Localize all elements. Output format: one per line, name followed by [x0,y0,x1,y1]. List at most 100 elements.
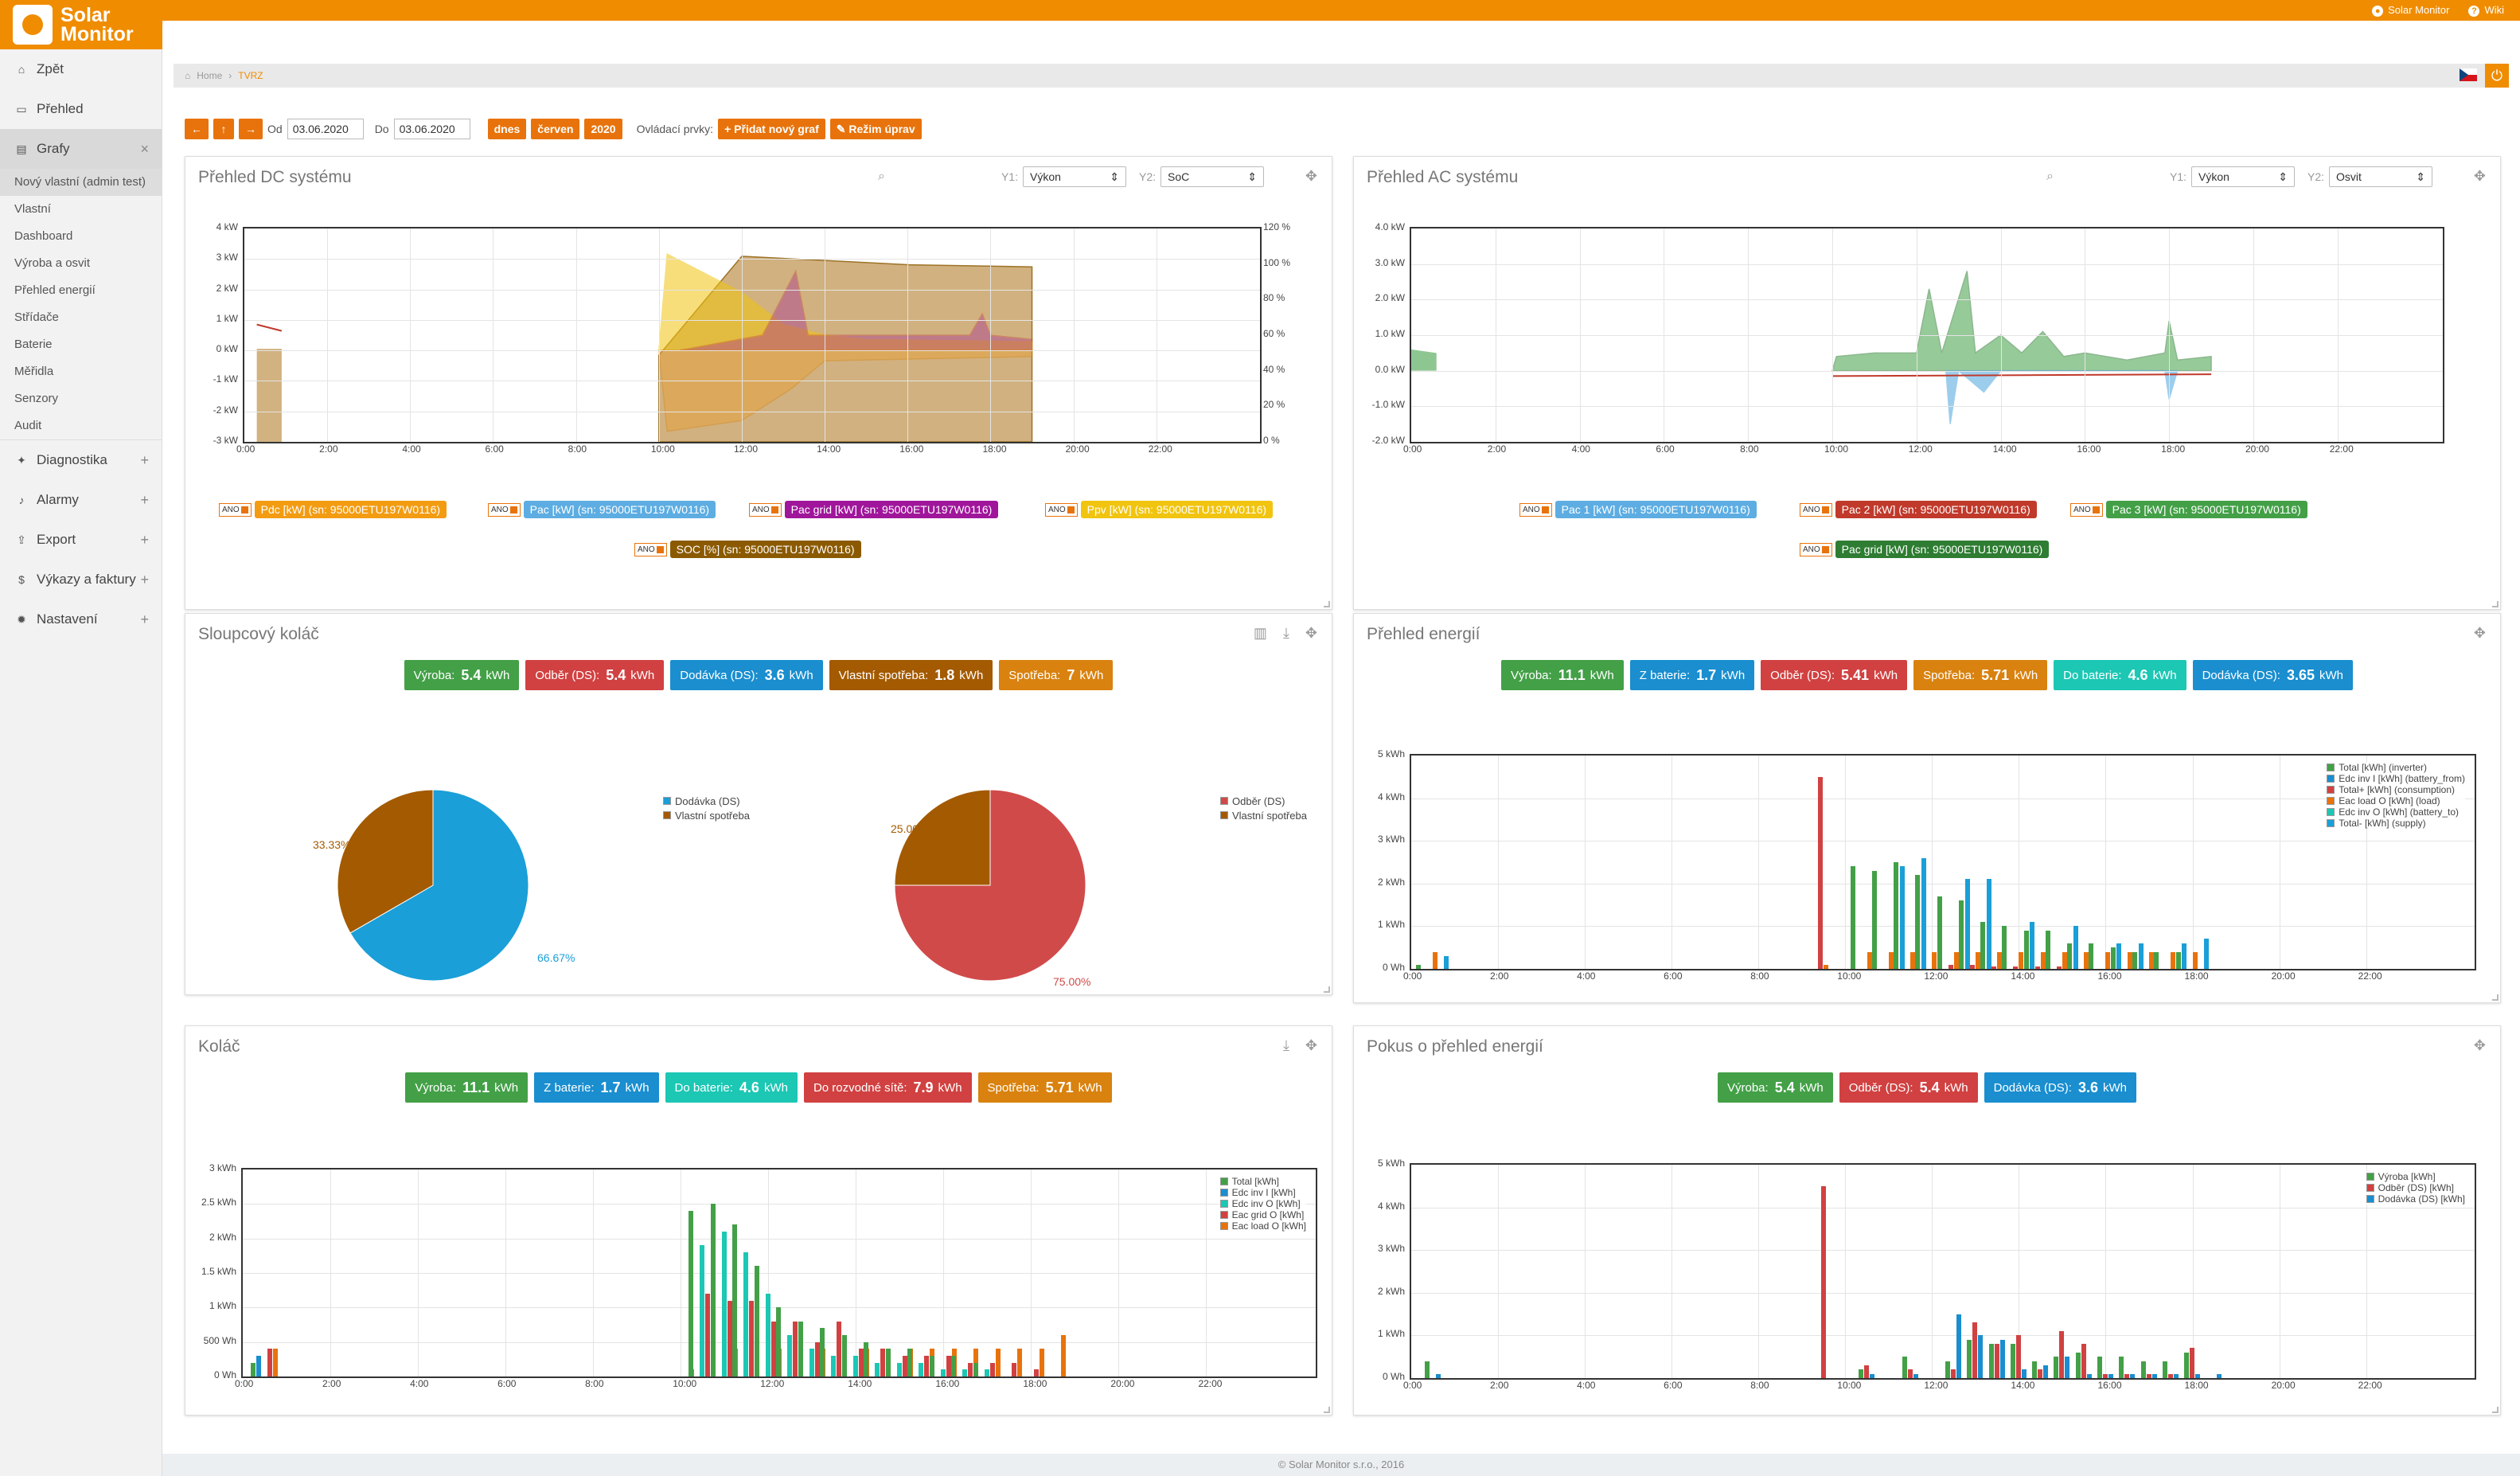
month-button[interactable]: červen [531,119,580,139]
bar[interactable] [2119,1357,2124,1378]
legend-toggle[interactable]: ANO [749,502,782,517]
bar[interactable] [984,1369,989,1376]
bar[interactable] [1967,1339,1972,1378]
bar-legend-item[interactable]: Dodávka (DS) [kWh] [2366,1193,2465,1205]
bar[interactable] [852,1356,858,1376]
sidebar-subitem[interactable]: Přehled energií [14,283,96,297]
bar[interactable] [2023,930,2029,969]
y1-select[interactable]: Výkon ⇕ [1022,166,1126,187]
bar[interactable] [2130,1373,2136,1378]
bar[interactable] [2065,1357,2070,1378]
date-from-input[interactable]: 03.06.2020 [287,119,364,139]
bar[interactable] [1980,922,1986,969]
bar-legend-item[interactable]: Eac load O [kWh] (load) [2327,795,2465,806]
bar[interactable] [2132,951,2138,969]
bar[interactable] [875,1362,880,1376]
bar[interactable] [2138,943,2144,969]
bar[interactable] [1964,879,1970,969]
bar[interactable] [2203,939,2209,969]
bar[interactable] [2149,951,2155,969]
bar[interactable] [1921,857,1927,969]
bar[interactable] [1859,1369,1864,1378]
bar[interactable] [1907,1369,1913,1378]
legend-item[interactable]: ANO Pac 2 [kW] (sn: 95000ETU197W0116) [1800,501,2037,518]
sidebar-item-export[interactable]: ⇪ Export + [0,520,162,560]
bar[interactable] [1870,1373,1875,1378]
bar[interactable] [1864,1365,1870,1378]
bar[interactable] [820,1328,825,1376]
resize-handle[interactable] [2492,994,2499,1001]
bar[interactable] [793,1321,798,1376]
breadcrumb-home[interactable]: Home [197,70,223,81]
sidebar-subitem[interactable]: Vlastní [14,202,51,216]
bar[interactable] [1956,1314,1962,1378]
add-chart-button[interactable]: + Přidat nový graf [718,119,825,139]
sidebar-item-overview[interactable]: ▭ Přehled [0,89,162,129]
bar[interactable] [2195,1373,2201,1378]
bar[interactable] [754,1266,759,1376]
bar[interactable] [1017,1349,1023,1376]
legend-item[interactable]: ANO Pac 3 [kW] (sn: 95000ETU197W0116) [2070,501,2307,518]
bar[interactable] [2081,1344,2086,1378]
bar[interactable] [837,1321,842,1376]
bar-legend-item[interactable]: Eac load O [kWh] [1219,1220,1306,1232]
bar[interactable] [1999,1339,2005,1378]
pie-slice[interactable] [349,789,529,982]
expand-icon[interactable]: + [140,611,149,627]
bar[interactable] [2089,943,2094,969]
legend-item[interactable]: ANO SOC [%] (sn: 95000ETU197W0116) [634,541,861,558]
sidebar-subitem[interactable]: Baterie [14,338,53,351]
bar[interactable] [1818,776,1824,969]
legend-item[interactable]: ANO Ppv [kW] (sn: 95000ETU197W0116) [1045,501,1274,518]
bar[interactable] [2075,1352,2081,1378]
brand-logo[interactable]: Solar Monitor [0,0,162,49]
sidebar-subitem[interactable]: Audit [14,419,42,432]
sidebar-subitem[interactable]: Střídače [14,310,59,324]
zoom-icon[interactable]: ⌕ [878,170,885,183]
bar[interactable] [2192,951,2198,969]
resize-handle[interactable] [1324,1407,1330,1413]
bar[interactable] [2154,951,2159,969]
sidebar-item-reports[interactable]: $ Výkazy a faktury + [0,560,162,599]
bar[interactable] [2127,951,2132,969]
bar[interactable] [267,1349,272,1376]
sidebar-subitem[interactable]: Nový vlastní (admin test) [0,169,162,196]
bar[interactable] [2097,1357,2102,1378]
resize-handle[interactable] [1324,986,1330,993]
bar-legend-item[interactable]: Odběr (DS) [kWh] [2366,1182,2465,1193]
bar[interactable] [1435,1373,1441,1378]
bar[interactable] [2084,951,2089,969]
bar-legend-item[interactable]: Total [kWh] (inverter) [2327,762,2465,773]
bar[interactable] [1416,964,1422,969]
bar[interactable] [885,1349,891,1376]
move-icon[interactable]: ✥ [1305,625,1317,641]
bar[interactable] [1975,951,1980,969]
bar[interactable] [1945,1361,1951,1378]
move-icon[interactable]: ✥ [2473,168,2486,184]
sidebar-item-diagnostics[interactable]: ✦ Diagnostika + [0,440,162,480]
bar[interactable] [858,1349,864,1376]
czech-flag-icon[interactable] [2460,68,2477,81]
bar-legend-item[interactable]: Edc inv O [kWh] (battery_to) [2327,806,2465,818]
y2-select[interactable]: SoC ⇕ [1161,166,1264,187]
bar[interactable] [907,1349,913,1376]
bar[interactable] [1997,951,2003,969]
year-button[interactable]: 2020 [584,119,622,139]
legend-item[interactable]: ANO Pac 1 [kW] (sn: 95000ETU197W0116) [1519,501,1757,518]
bar[interactable] [1937,896,1942,969]
bar[interactable] [2173,1373,2179,1378]
account-link[interactable]: ● Solar Monitor [2372,4,2449,17]
bar[interactable] [787,1335,793,1376]
wiki-link[interactable]: ? Wiki [2468,4,2504,17]
bar-chart-icon[interactable]: ▥ [1253,625,1267,641]
bar-legend-item[interactable]: Edc inv I [kWh] (battery_from) [2327,773,2465,784]
bar[interactable] [2116,943,2122,969]
bar[interactable] [1867,951,1872,969]
collapse-icon[interactable]: × [140,140,149,157]
sidebar-subitem[interactable]: Senzory [14,392,59,405]
legend-toggle[interactable]: ANO [2070,502,2103,517]
bar[interactable] [2034,966,2040,969]
bar[interactable] [2043,1365,2049,1378]
bar-legend-item[interactable]: Výroba [kWh] [2366,1171,2465,1182]
bar-legend-item[interactable]: Total+ [kWh] (consumption) [2327,784,2465,795]
